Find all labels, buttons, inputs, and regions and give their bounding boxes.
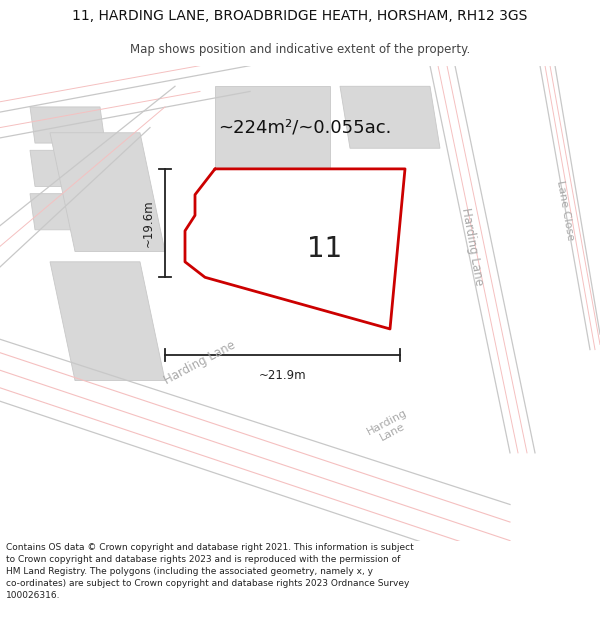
Text: Lane Close: Lane Close — [555, 179, 575, 241]
Polygon shape — [215, 179, 330, 262]
Polygon shape — [30, 107, 105, 143]
Polygon shape — [50, 132, 165, 251]
Polygon shape — [50, 262, 165, 381]
Text: Harding
Lane: Harding Lane — [365, 407, 415, 447]
Text: Map shows position and indicative extent of the property.: Map shows position and indicative extent… — [130, 42, 470, 56]
Text: ~21.9m: ~21.9m — [259, 369, 307, 382]
Text: Contains OS data © Crown copyright and database right 2021. This information is : Contains OS data © Crown copyright and d… — [6, 542, 414, 600]
Polygon shape — [30, 194, 105, 230]
Text: ~224m²/~0.055ac.: ~224m²/~0.055ac. — [218, 119, 392, 137]
Text: Harding Lane: Harding Lane — [162, 339, 238, 388]
Text: ~19.6m: ~19.6m — [142, 199, 155, 247]
Text: 11, HARDING LANE, BROADBRIDGE HEATH, HORSHAM, RH12 3GS: 11, HARDING LANE, BROADBRIDGE HEATH, HOR… — [73, 9, 527, 23]
Text: 11: 11 — [307, 235, 343, 263]
Polygon shape — [30, 150, 105, 186]
Text: Harding Lane: Harding Lane — [459, 206, 485, 286]
Polygon shape — [340, 86, 440, 148]
Polygon shape — [215, 86, 330, 169]
Polygon shape — [185, 169, 405, 329]
